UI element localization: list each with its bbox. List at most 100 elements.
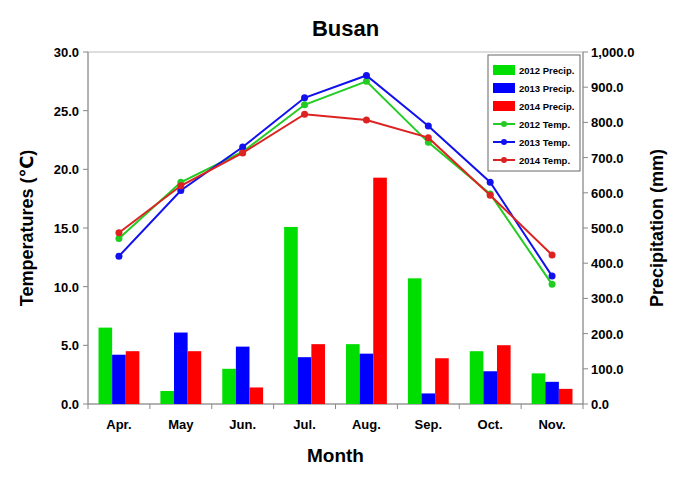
y-tick — [83, 110, 88, 111]
x-tick-label: Jul. — [293, 417, 315, 432]
marker — [177, 182, 184, 189]
bar — [249, 387, 263, 404]
legend-marker — [501, 121, 507, 127]
marker — [487, 179, 494, 186]
legend-marker — [501, 157, 507, 163]
x-tick — [335, 404, 336, 409]
y2-tick-label: 800.0 — [591, 115, 624, 130]
y2-tick-label: 200.0 — [591, 327, 624, 342]
bar — [346, 344, 360, 404]
bar — [435, 358, 449, 404]
bar — [222, 369, 236, 404]
legend-marker — [501, 139, 507, 145]
y2-tick-label: 700.0 — [591, 151, 624, 166]
x-tick-label: Aug. — [352, 417, 381, 432]
y-tick-label: 25.0 — [54, 104, 79, 119]
y2-tick-label: 600.0 — [591, 186, 624, 201]
marker — [363, 72, 370, 79]
marker — [301, 101, 308, 108]
bar — [422, 393, 436, 404]
x-tick-label: Nov. — [538, 417, 565, 432]
plot-frame — [88, 52, 583, 404]
legend-swatch — [493, 101, 515, 111]
x-tick-label: Jun. — [229, 417, 256, 432]
line — [119, 114, 552, 255]
x-axis-title: Month — [307, 445, 364, 466]
y2-tick-label: 1,000.0 — [591, 45, 634, 60]
y2-tick — [583, 87, 588, 88]
legend-label: 2012 Temp. — [519, 119, 570, 130]
y2-tick — [583, 298, 588, 299]
y-tick-label: 0.0 — [61, 397, 79, 412]
marker — [487, 192, 494, 199]
x-tick — [459, 404, 460, 409]
y2-tick-label: 400.0 — [591, 256, 624, 271]
y-tick-label: 30.0 — [54, 45, 79, 60]
x-tick — [149, 404, 150, 409]
marker — [115, 229, 122, 236]
marker — [239, 149, 246, 156]
legend-box — [488, 55, 580, 171]
legend-swatch — [493, 83, 515, 93]
legend-label: 2012 Precip. — [519, 65, 574, 76]
bar — [311, 344, 325, 404]
x-tick — [211, 404, 212, 409]
x-tick — [397, 404, 398, 409]
y-tick-label: 15.0 — [54, 221, 79, 236]
bar — [174, 333, 188, 404]
marker — [549, 281, 556, 288]
x-tick-label: Oct. — [478, 417, 503, 432]
marker — [425, 134, 432, 141]
legend-label: 2014 Temp. — [519, 155, 570, 166]
bar — [483, 371, 497, 404]
title: Busan — [312, 16, 379, 41]
bar — [112, 355, 126, 404]
chart: Busan0.05.010.015.020.025.030.00.0100.02… — [0, 0, 673, 496]
marker — [549, 273, 556, 280]
legend-label: 2014 Precip. — [519, 101, 574, 112]
y2-tick — [583, 122, 588, 123]
x-tick-label: Sep. — [415, 417, 442, 432]
y-tick — [83, 286, 88, 287]
y2-axis-title: Precipitation (mm) — [647, 149, 667, 307]
marker — [425, 122, 432, 129]
y-axis-title: Temperatures (℃) — [17, 150, 37, 307]
marker — [301, 111, 308, 118]
y2-tick — [583, 192, 588, 193]
legend-label: 2013 Temp. — [519, 137, 570, 148]
x-tick — [273, 404, 274, 409]
marker — [115, 253, 122, 260]
y2-tick — [583, 228, 588, 229]
y2-tick — [583, 404, 588, 405]
y-tick-label: 20.0 — [54, 162, 79, 177]
legend-swatch — [493, 65, 515, 75]
y-tick — [83, 228, 88, 229]
line — [119, 75, 552, 276]
x-tick — [88, 404, 89, 409]
bar — [470, 351, 484, 404]
y2-tick-label: 300.0 — [591, 291, 624, 306]
x-tick — [521, 404, 522, 409]
bar — [545, 382, 559, 404]
legend-label: 2013 Precip. — [519, 83, 574, 94]
y2-tick — [583, 333, 588, 334]
bar — [160, 391, 174, 404]
legend: 2012 Precip. 2013 Precip. 2014 Precip. 2012… — [488, 55, 580, 171]
x-tick-label: Apr. — [106, 417, 131, 432]
marker — [301, 94, 308, 101]
bar — [126, 351, 140, 404]
y-tick-label: 5.0 — [61, 338, 79, 353]
bar — [497, 345, 511, 404]
y2-tick-label: 900.0 — [591, 80, 624, 95]
y-tick — [83, 404, 88, 405]
bar — [284, 227, 298, 404]
bar — [532, 373, 546, 404]
y-tick — [83, 52, 88, 53]
y-tick — [83, 169, 88, 170]
bar — [298, 357, 312, 404]
y2-tick — [583, 157, 588, 158]
bar — [360, 354, 374, 404]
line — [119, 81, 552, 284]
y2-tick — [583, 263, 588, 264]
bar — [188, 351, 202, 404]
